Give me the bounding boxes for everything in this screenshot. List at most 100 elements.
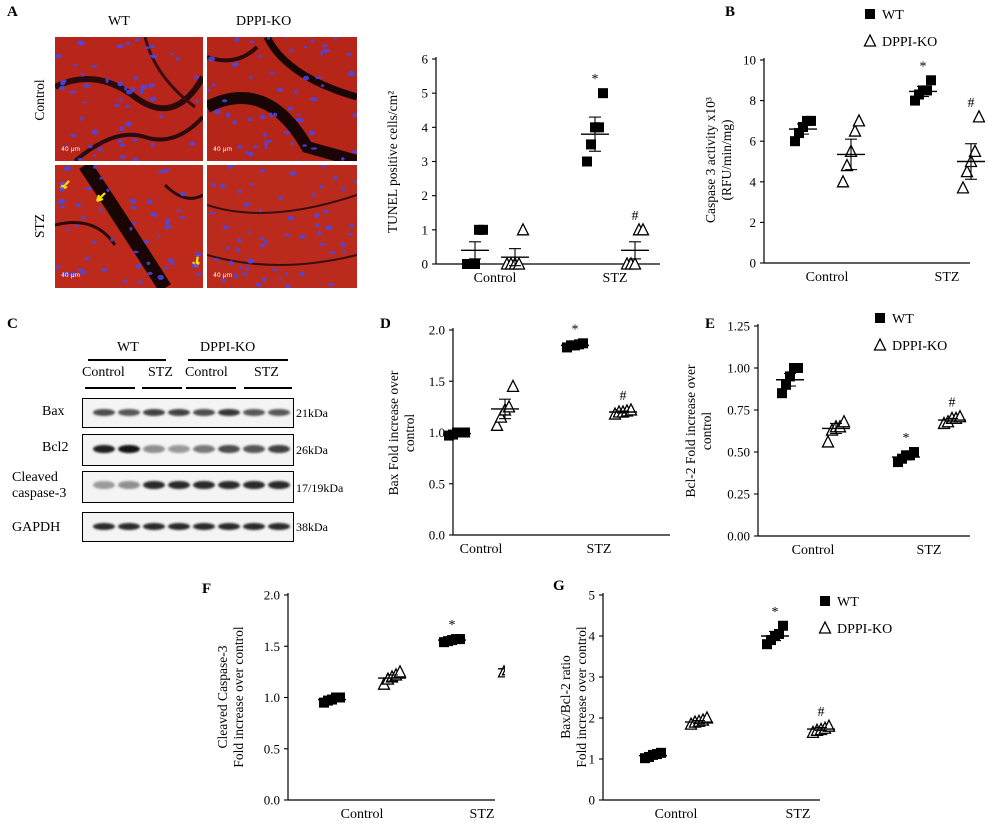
nucleus-dot <box>137 280 144 284</box>
panel-label-c: C <box>7 316 18 332</box>
wb-band <box>168 522 190 530</box>
nucleus-dot <box>253 145 258 149</box>
nucleus-dot <box>220 183 226 189</box>
nucleus-dot <box>351 149 357 154</box>
legend-label-wt: WT <box>882 8 904 23</box>
wb-blot-gapdh <box>82 512 294 542</box>
wb-band <box>243 408 265 416</box>
nucleus-dot <box>132 250 139 254</box>
wb-band <box>93 445 115 453</box>
significance-star: * <box>449 618 456 633</box>
nucleus-dot <box>119 126 125 132</box>
y-axis-label: Bax Fold increase over control <box>386 370 417 495</box>
y-tick-label: 0.75 <box>727 403 750 418</box>
nucleus-dot <box>353 180 357 184</box>
nucleus-dot <box>132 157 139 161</box>
wb-band <box>93 522 115 530</box>
significance-hash: # <box>949 396 956 411</box>
nucleus-dot <box>284 271 289 275</box>
y-axis-label-line: Caspase 3 activity x10³ <box>703 97 718 223</box>
nucleus-dot <box>83 83 90 89</box>
nucleus-dot <box>209 211 216 215</box>
nucleus-dot <box>213 258 220 261</box>
y-tick-label: 0.00 <box>727 529 750 544</box>
nucleus-dot <box>146 261 151 265</box>
nucleus-dot <box>258 55 262 58</box>
wb-cond-line-3 <box>186 387 236 389</box>
nucleus-dot <box>140 89 144 95</box>
nucleus-dot <box>278 195 284 200</box>
data-point-dppi-ko <box>953 409 967 423</box>
nucleus-dot <box>110 237 114 242</box>
nucleus-dot <box>63 166 72 172</box>
wb-row-label-caspase3: caspase-3 <box>12 486 67 501</box>
scale-bar-3: 40 µm <box>61 272 81 279</box>
nucleus-dot <box>167 258 174 262</box>
nucleus-dot <box>78 40 82 43</box>
nucleus-dot <box>264 239 268 244</box>
nucleus-dot <box>147 199 153 205</box>
data-point-dppi-ko <box>837 414 851 428</box>
wb-cond-4: STZ <box>254 365 279 380</box>
nucleus-dot <box>302 144 307 147</box>
nucleus-dot <box>195 272 202 276</box>
nucleus-dot <box>157 274 164 280</box>
y-tick-label: 2.0 <box>429 323 445 338</box>
nucleus-dot <box>303 75 310 81</box>
data-point-wt <box>790 136 800 147</box>
y-tick-label: 0.5 <box>429 476 445 491</box>
x-category-label: Control <box>474 271 517 286</box>
nucleus-dot <box>310 147 318 150</box>
nucleus-dot <box>322 209 329 213</box>
nucleus-dot <box>158 170 165 174</box>
y-tick-label: 2 <box>589 711 596 726</box>
nucleus-dot <box>258 169 266 173</box>
nucleus-dot <box>57 201 62 205</box>
data-point-wt <box>470 259 480 269</box>
nucleus-dot <box>125 89 133 95</box>
data-point-wt <box>578 338 588 349</box>
x-category-label: Control <box>792 543 835 558</box>
data-point-dppi-ko <box>960 164 974 178</box>
legend-marker-dppi-ko <box>873 337 887 351</box>
nucleus-dot <box>77 157 83 161</box>
nucleus-dot <box>237 238 242 243</box>
significance-hash: # <box>632 209 639 224</box>
nucleus-dot <box>333 37 339 39</box>
nucleus-dot <box>105 77 109 83</box>
data-point-dppi-ko <box>968 143 982 158</box>
x-category-label: Control <box>655 807 698 822</box>
wb-band <box>243 481 265 489</box>
legend-marker-wt <box>865 9 875 19</box>
nucleus-dot <box>125 121 132 127</box>
wb-band <box>268 481 290 489</box>
data-point-wt <box>910 95 920 106</box>
wb-group-dppi-ko: DPPI-KO <box>200 340 256 355</box>
nucleus-dot <box>100 268 108 272</box>
y-tick-label: 1.5 <box>264 639 280 654</box>
nucleus-dot <box>116 44 124 49</box>
data-point-wt <box>777 388 787 399</box>
nucleus-dot <box>237 189 242 194</box>
micrograph-wt-stz <box>55 165 203 288</box>
x-category-label: STZ <box>786 807 811 822</box>
data-point-wt <box>926 75 936 86</box>
y-tick-label: 0 <box>589 793 596 808</box>
wb-group-dppi-ko-line <box>188 359 288 361</box>
scale-bar-1: 40 µm <box>61 146 81 153</box>
wb-size-bcl2: 26kDa <box>296 443 328 457</box>
x-category-label: STZ <box>470 807 495 822</box>
nucleus-dot <box>246 258 255 264</box>
nucleus-dot <box>125 104 130 109</box>
nucleus-dot <box>333 176 338 180</box>
wb-band <box>143 522 165 530</box>
nucleus-dot <box>310 97 318 102</box>
y-axis-label: TUNEL positive cells/cm² <box>385 91 400 233</box>
nucleus-dot <box>135 264 142 269</box>
y-axis-label-line: (RFU/min/mg) <box>719 119 734 200</box>
panel-label-g: G <box>553 578 565 594</box>
x-category-label: Control <box>341 807 384 822</box>
y-axis-label: Caspase 3 activity x10³ (RFU/min/mg) <box>703 97 734 223</box>
y-tick-label: 6 <box>750 134 757 149</box>
nucleus-dot <box>134 38 140 42</box>
